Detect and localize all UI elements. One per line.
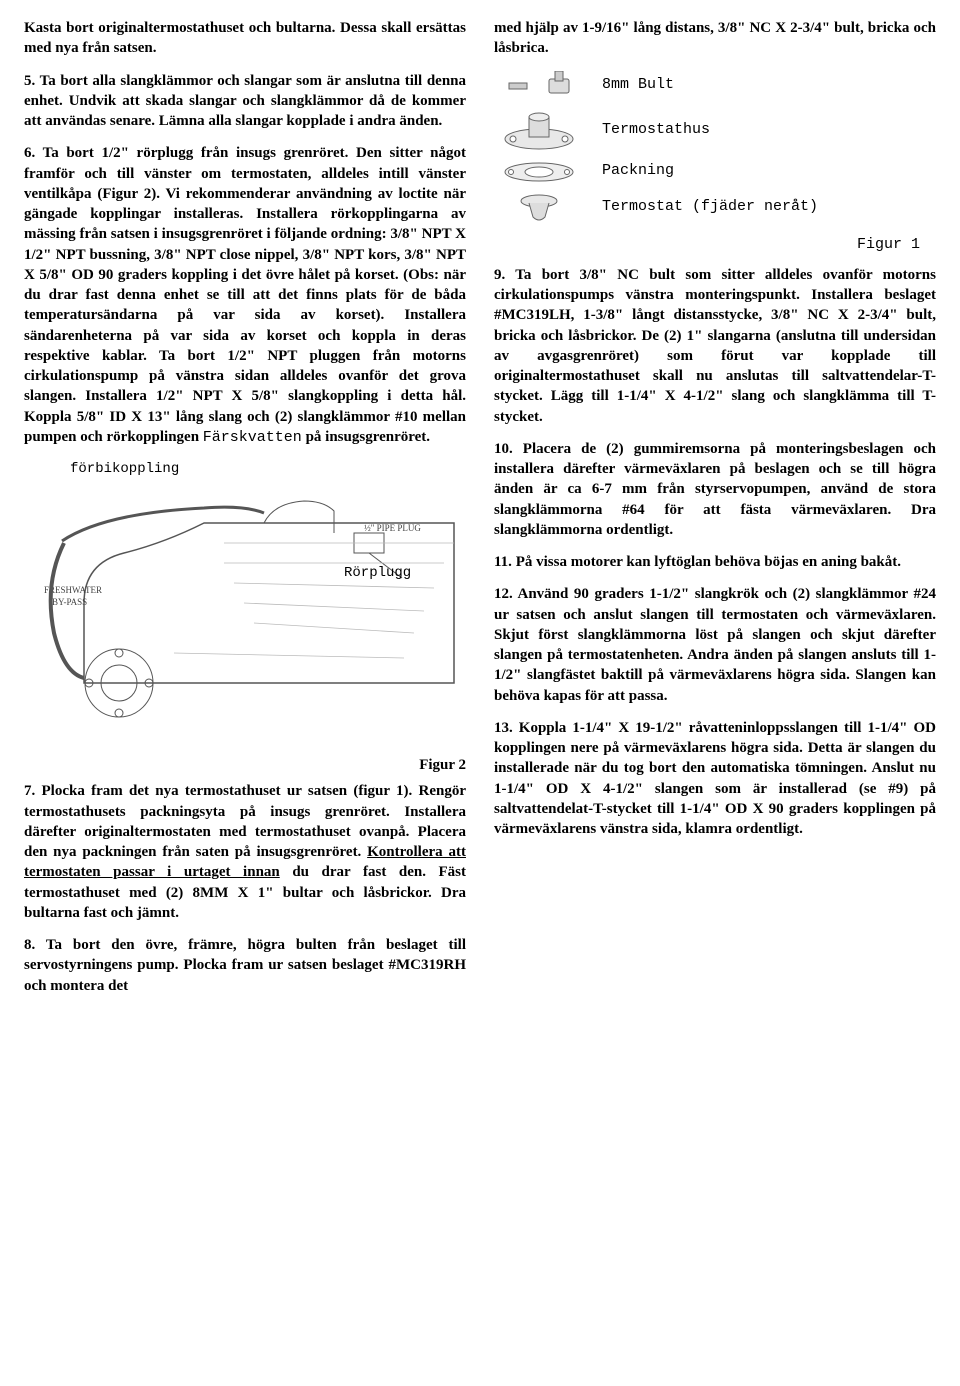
step-5-num: 5. [24, 73, 35, 89]
step-13-num: 13. [494, 720, 513, 736]
figure-1-legend: 8mm Bult Termostathus Packning Termostat… [494, 71, 936, 223]
para-12: 12. Använd 90 graders 1-1/2" slangkrök o… [494, 584, 936, 706]
figure-2-svg: ½" PIPE PLUG FRESHWATER BY-PASS [24, 483, 466, 749]
legend-row-bolt: 8mm Bult [494, 71, 936, 101]
fig2-label-bypass: förbikoppling [70, 460, 179, 479]
step-7-num: 7. [24, 783, 35, 799]
figure-1-caption: Figur 1 [494, 235, 920, 255]
para-11: 11. På vissa motorer kan lyftöglan behöv… [494, 552, 936, 572]
svg-text:½" PIPE PLUG: ½" PIPE PLUG [364, 523, 421, 533]
gasket-icon [494, 161, 584, 183]
step-11-num: 11. [494, 554, 512, 570]
housing-icon [494, 111, 584, 151]
step-5-text: Ta bort alla slangklämmor och slangar so… [24, 73, 466, 130]
step-12-num: 12. [494, 586, 513, 602]
step-6-tail: på insugsgrenröret. [306, 429, 430, 445]
legend-row-thermostat: Termostat (fjäder neråt) [494, 193, 936, 223]
two-column-layout: Kasta bort originaltermostathuset och bu… [24, 18, 936, 1008]
right-column: med hjälp av 1-9/16" lång distans, 3/8" … [494, 18, 936, 1008]
svg-text:BY-PASS: BY-PASS [52, 597, 87, 607]
fig2-label-inline1: Färskvatten [203, 429, 302, 446]
para-intro: Kasta bort originaltermostathuset och bu… [24, 18, 466, 59]
legend-gasket-label: Packning [602, 161, 674, 181]
step-13-body: Koppla 1-1/4" X 19-1/2" råvatteninloppss… [494, 720, 936, 837]
para-13: 13. Koppla 1-1/4" X 19-1/2" råvatteninlo… [494, 718, 936, 840]
figure-2-caption: Figur 2 [24, 755, 466, 775]
step-10-body: Placera de (2) gummiremsorna på monterin… [494, 441, 936, 538]
para-8: 8. Ta bort den övre, främre, högra bulte… [24, 935, 466, 996]
step-9-num: 9. [494, 267, 505, 283]
legend-row-gasket: Packning [494, 161, 936, 183]
legend-thermostat-label: Termostat (fjäder neråt) [602, 197, 818, 217]
step-11-body: På vissa motorer kan lyftöglan behöva bö… [516, 554, 901, 570]
para-cont: med hjälp av 1-9/16" lång distans, 3/8" … [494, 18, 936, 59]
para-9: 9. Ta bort 3/8" NC bult som sitter allde… [494, 265, 936, 427]
legend-row-housing: Termostathus [494, 111, 936, 151]
legend-housing-label: Termostathus [602, 120, 710, 140]
step-8-body: Ta bort den övre, främre, högra bulten f… [24, 937, 466, 994]
para-10: 10. Placera de (2) gummiremsorna på mont… [494, 439, 936, 540]
step-9-b2: Lägg till 1-1/4" X 4-1/2" slang och slan… [494, 388, 936, 424]
para-5: 5. Ta bort alla slangklämmor och slangar… [24, 71, 466, 132]
thermostat-icon [494, 193, 584, 223]
left-column: Kasta bort originaltermostathuset och bu… [24, 18, 466, 1008]
figure-2: förbikoppling ½" PIPE PLUG FRESHWATER BY… [24, 460, 466, 749]
para-7: 7. Plocka fram det nya termostathuset ur… [24, 781, 466, 923]
bolt-icon [494, 71, 584, 101]
step-6-body: Installera rörkopplingarna av mässing fr… [24, 206, 466, 445]
para-6: 6. Ta bort 1/2" rörplugg från insugs gre… [24, 143, 466, 448]
step-10-num: 10. [494, 441, 513, 457]
step-9-b1: Ta bort 3/8" NC bult som sitter alldeles… [494, 267, 936, 405]
fig2-label-plug: Rörplugg [344, 564, 411, 583]
step-8-num: 8. [24, 937, 35, 953]
legend-bolt-label: 8mm Bult [602, 75, 674, 95]
step-12-body: Använd 90 graders 1-1/2" slangkrök och (… [494, 586, 936, 703]
